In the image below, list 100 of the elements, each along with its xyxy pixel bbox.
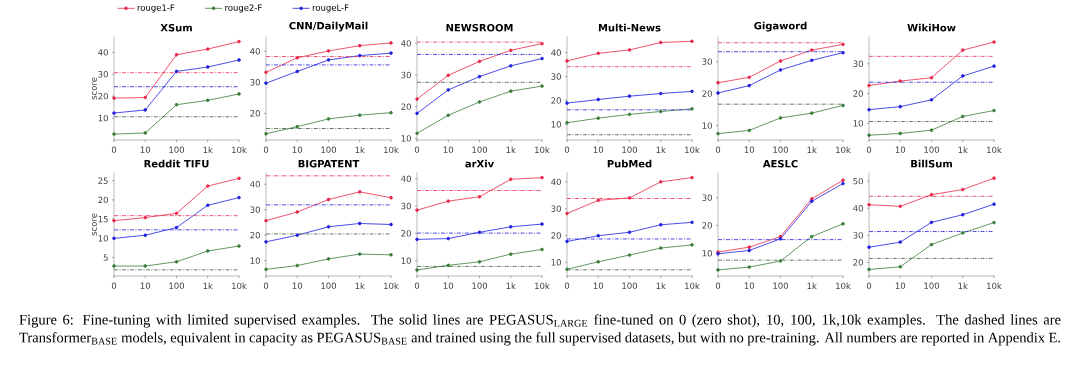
x-tick-label: 1k [958, 146, 968, 153]
y-tick-label: 40 [98, 49, 108, 56]
y-tick-label: 40 [250, 181, 260, 188]
x-tick-label: 0 [263, 282, 269, 289]
y-tick-label: 5 [103, 254, 108, 261]
y-tick-label: 10 [98, 114, 108, 122]
y-tick-label: 10 [551, 121, 561, 128]
x-tick-label: 100 [773, 146, 789, 153]
y-tick-label: 30 [250, 79, 260, 86]
y-tick-label: 10 [98, 235, 108, 242]
chart-title: BIGPATENT [298, 159, 360, 168]
y-tick-label: 40 [401, 40, 411, 47]
x-tick-label: 1k [203, 282, 213, 289]
x-tick-label: 10k [836, 146, 851, 154]
y-tick-label: 30 [853, 232, 863, 239]
y-tick-label: 25 [98, 177, 108, 184]
chart-title: BillSum [911, 159, 952, 168]
y-tick-label: 20 [551, 232, 561, 239]
x-tick-label: 0 [564, 282, 570, 289]
y-tick-label: 30 [401, 202, 411, 210]
x-tick-label: 100 [924, 282, 940, 289]
y-tick-label: 10 [853, 120, 863, 127]
chart-title: WikiHow [907, 23, 956, 32]
x-tick-label: 0 [414, 146, 420, 153]
chart-title: Reddit TIFU [144, 159, 209, 168]
y-tick-label: 20 [250, 232, 260, 239]
y-tick-label: 20 [702, 90, 712, 97]
x-tick-label: 100 [622, 282, 638, 289]
y-tick-label: 10 [702, 250, 712, 257]
x-tick-label: 10k [232, 282, 247, 290]
y-tick-label: 20 [401, 230, 411, 237]
y-tick-label: 20 [250, 110, 260, 117]
y-tick-label: 20 [551, 97, 561, 104]
y-tick-label: 40 [853, 205, 863, 212]
y-axis-title: score [91, 213, 97, 236]
y-tick-label: 50 [853, 177, 863, 185]
x-tick-label: 1k [958, 282, 968, 289]
y-tick-label: 30 [250, 206, 260, 213]
y-tick-label: 10 [551, 259, 561, 266]
x-tick-label: 10 [744, 146, 755, 153]
x-tick-label: 0 [263, 146, 269, 153]
chart-title: CNN/DailyMail [289, 21, 368, 32]
x-tick-label: 100 [169, 146, 185, 153]
x-tick-label: 1k [807, 146, 817, 153]
x-tick-label: 10k [232, 146, 247, 154]
y-tick-label: 20 [702, 222, 712, 229]
y-tick-label: 30 [401, 71, 411, 79]
x-tick-label: 10k [987, 146, 1002, 154]
chart-title: arXiv [465, 159, 494, 168]
y-tick-label: 10 [401, 257, 411, 264]
x-tick-label: 10 [140, 282, 151, 289]
y-axis-title: score [91, 77, 97, 100]
x-tick-label: 10 [744, 282, 755, 289]
x-tick-label: 10k [384, 282, 399, 290]
legend-label: rouge1-F [137, 4, 175, 13]
x-tick-label: 0 [866, 146, 872, 153]
y-tick-label: 30 [551, 205, 561, 212]
chart-title: PubMed [607, 159, 652, 168]
chart-title: XSum [160, 23, 192, 32]
x-tick-label: 10k [836, 282, 851, 290]
y-tick-label: 20 [401, 103, 411, 110]
x-tick-label: 1k [355, 282, 365, 289]
x-tick-label: 100 [321, 146, 337, 153]
x-tick-label: 10 [292, 146, 303, 153]
y-tick-label: 20 [98, 92, 108, 100]
x-tick-label: 100 [472, 146, 488, 153]
x-tick-label: 10k [535, 282, 550, 290]
y-tick-label: 30 [98, 71, 108, 78]
y-tick-label: 10 [401, 135, 411, 142]
y-tick-label: 30 [551, 73, 561, 80]
y-tick-label: 30 [702, 194, 712, 201]
x-tick-label: 10k [685, 282, 700, 290]
y-tick-label: 30 [853, 60, 863, 67]
y-tick-label: 40 [551, 178, 561, 186]
y-tick-label: 40 [551, 49, 561, 56]
x-tick-label: 0 [414, 282, 420, 289]
x-tick-label: 1k [807, 282, 817, 289]
y-tick-label: 40 [250, 48, 260, 55]
x-tick-label: 1k [656, 146, 666, 153]
x-tick-label: 100 [622, 146, 638, 153]
x-tick-label: 10 [140, 146, 151, 153]
y-tick-label: 10 [250, 257, 260, 264]
x-tick-label: 10 [895, 146, 906, 153]
x-tick-label: 10 [593, 146, 604, 153]
y-tick-label: 10 [702, 122, 712, 129]
x-tick-label: 10k [384, 146, 399, 154]
y-tick-label: 15 [98, 215, 108, 223]
x-tick-label: 100 [321, 282, 337, 289]
y-tick-label: 40 [401, 175, 411, 182]
x-tick-label: 10k [535, 146, 550, 154]
x-tick-label: 10 [593, 282, 604, 289]
x-tick-label: 0 [715, 146, 721, 153]
x-tick-label: 10 [443, 282, 454, 289]
x-tick-label: 10 [443, 146, 454, 153]
x-tick-label: 1k [203, 146, 213, 153]
chart-title: AESLC [762, 159, 798, 168]
x-tick-label: 1k [656, 282, 666, 289]
x-tick-label: 0 [564, 146, 570, 153]
x-tick-label: 10k [987, 282, 1002, 290]
x-tick-label: 10 [895, 282, 906, 289]
